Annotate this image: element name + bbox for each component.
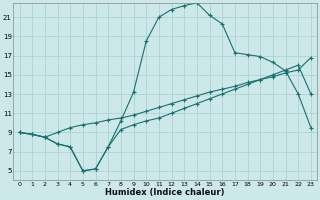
- X-axis label: Humidex (Indice chaleur): Humidex (Indice chaleur): [106, 188, 225, 197]
